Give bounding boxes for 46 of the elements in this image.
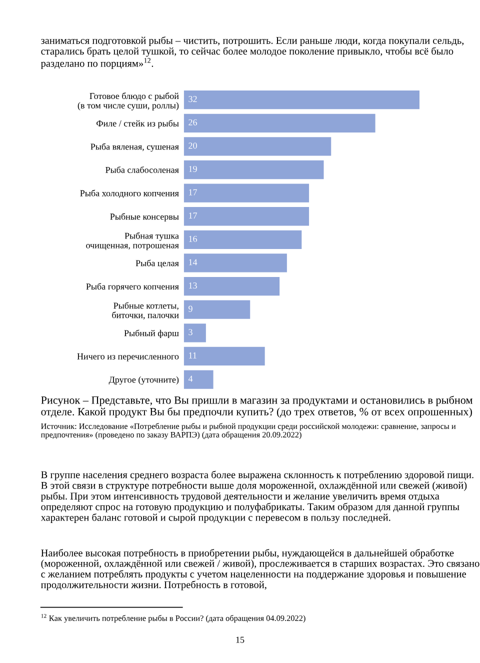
- data-label: 3: [188, 329, 192, 336]
- y-tick-label: Рыбные котлеты, биточки, палочки: [112, 302, 179, 320]
- data-label: 14: [189, 259, 198, 266]
- bar: [184, 184, 310, 202]
- bar: [184, 300, 250, 319]
- y-tick-label: Другое (уточните): [108, 376, 179, 385]
- text: Источник: Исследование «Потребление рыбы и рыбной продукции среди российской молодежи: сравнение, запросы и предпочтения» (проведено по заказу ВАРПЭ) (дата обращения 20.09.2022): [40, 422, 456, 440]
- y-tick-label: Филе / стейк из рыбы: [96, 120, 179, 128]
- y-tick-label: Рыбный фарш: [124, 330, 179, 338]
- data-label: 11: [189, 352, 196, 358]
- bar: [184, 137, 332, 156]
- data-label: 13: [189, 282, 197, 289]
- bar: [184, 207, 310, 226]
- data-label: 17: [189, 189, 198, 196]
- bar: [184, 90, 420, 110]
- text: заниматься подготовкой рыбы – чистить, потрошить. Если раньше люди, когда покупали сельдь, старались брать целой тушкой, то сейчас более молодое поколение привыкло, чтобы всё было разделано по порциям»$^{12}$.: [40, 36, 464, 69]
- bar: [184, 230, 302, 249]
- y-tick-label: Рыба холодного копчения: [80, 190, 179, 198]
- bar: [184, 276, 280, 296]
- data-label: 19: [189, 166, 197, 172]
- y-tick-label: Ничего из перечисленного: [77, 353, 179, 362]
- data-label: 17: [189, 212, 198, 219]
- y-tick-label: Рыбная тушка очищенная, потрошеная: [86, 232, 179, 250]
- y-tick-label: Рыба целая: [136, 260, 179, 268]
- y-tick-label: Рыба слабосоленая: [106, 166, 179, 173]
- bar: [184, 114, 376, 132]
- bar: [184, 370, 214, 389]
- data-label: 16: [189, 236, 198, 242]
- bar: [184, 254, 287, 272]
- y-tick-label: Рыба горячего копчения: [86, 283, 179, 292]
- text: Рисунок – Представьте, что Вы пришли в магазин за продуктами и остановились в рыбном отделе. Какой продукт Вы бы предпочли купить? (до трех ответов, % от всех опрошенных): [41, 396, 473, 418]
- text: 15: [236, 636, 244, 643]
- data-label: 20: [188, 142, 197, 149]
- data-label: 32: [188, 96, 197, 102]
- y-tick-label: Рыба вяленая, сушеная: [90, 143, 179, 152]
- bar: [184, 160, 324, 180]
- y-tick-label: Рыбные консервы: [110, 213, 179, 222]
- text: Наиболее высокая потребность в приобретении рыбы, нуждающейся в дальнейшей обработке (мороженной, охлаждённой или свежей / живой), прослеживается в старших возрастах. Это связано с желанием потреблять продукты с учетом нацеленности на поддержание здоровья и повышение продолжительности жизни. Потребность в готовой,: [40, 548, 480, 590]
- data-label: 9: [188, 306, 192, 312]
- y-tick-label: Готовое блюдо с рыбой (в том числе суши, роллы): [78, 92, 179, 110]
- bar: [184, 324, 206, 342]
- text: $^{12}$ Как увеличить потребление рыбы в России? (дата обращения 04.09.2022): [41, 614, 306, 623]
- data-label: 4: [188, 376, 193, 382]
- text: В группе населения среднего возраста более выражена склонность к потреблению здоровой пищи. В этой связи в структуре потребности выше доля мороженной, охлаждённой или свежей (живой) рыбы. При этом интенсивность трудовой деятельности и желание увеличить время отдыха определяют спрос на готовую продукцию и полуфабрикаты. Таким образом для данной группы характерен баланс готовой и сырой продукции с перевесом в пользу последней.: [40, 470, 474, 524]
- bar: [184, 346, 265, 366]
- data-label: 26: [188, 119, 198, 126]
